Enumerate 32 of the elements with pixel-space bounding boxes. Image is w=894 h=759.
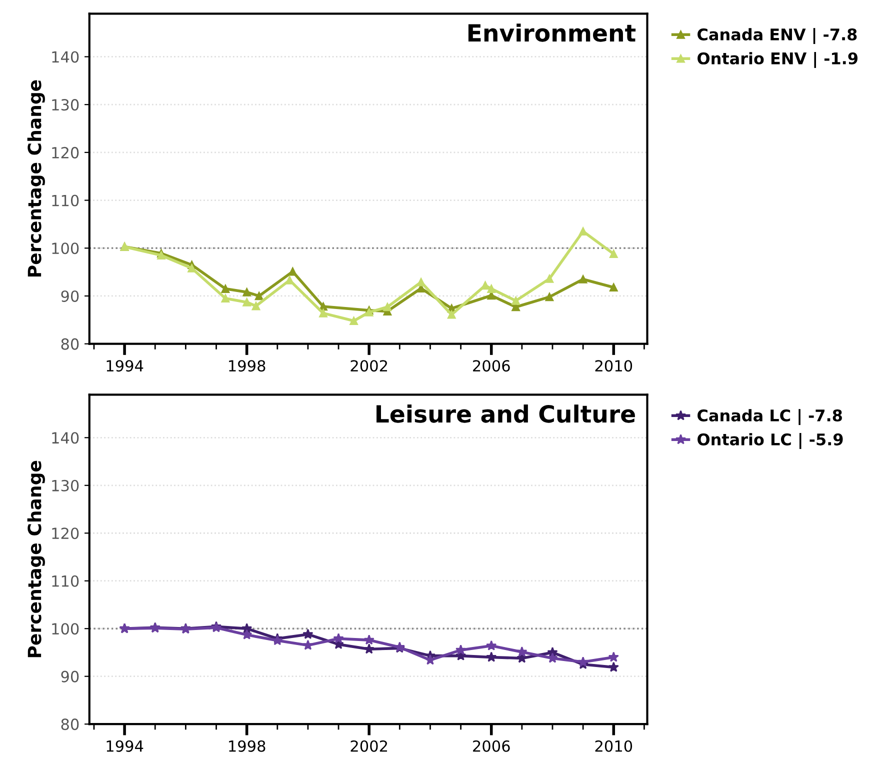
y-tick-label: 140	[52, 432, 79, 444]
x-tick-label: 2010	[595, 740, 632, 752]
x-tick-label: 2002	[350, 740, 387, 752]
x-tick-label: 2006	[473, 360, 510, 372]
y-tick-label: 90	[61, 670, 79, 682]
chart-title: Environment	[468, 24, 636, 42]
legend-label: Canada ENV | -7.8	[698, 28, 857, 44]
y-tick-label: 100	[52, 623, 79, 635]
x-tick-label: 2010	[595, 360, 632, 372]
x-tick-label: 2006	[473, 740, 510, 752]
y-tick-label: 110	[52, 194, 79, 206]
x-tick-label: 1998	[229, 740, 266, 752]
legend-label: Ontario ENV | -1.9	[698, 52, 858, 68]
y-tick-label: 80	[61, 338, 79, 350]
y-tick-label: 130	[52, 480, 79, 492]
x-tick-label: 1994	[106, 740, 144, 752]
y-tick-label: 100	[52, 242, 79, 254]
chart-title: Leisure and Culture	[376, 404, 635, 423]
legend-label: Ontario LC | -5.9	[698, 433, 843, 449]
y-tick-label: 130	[52, 99, 79, 111]
y-tick-label: 110	[52, 575, 79, 587]
y-tick-label: 120	[52, 146, 79, 158]
y-tick-label: 90	[61, 290, 79, 302]
y-tick-label: 140	[52, 51, 79, 63]
y-tick-label: 80	[61, 718, 79, 730]
x-tick-label: 1994	[106, 360, 144, 372]
legend-label: Canada LC | -7.8	[698, 409, 842, 426]
x-tick-label: 1998	[229, 360, 266, 372]
y-tick-label: 120	[52, 528, 79, 540]
y-axis-title: Percentage Change	[27, 460, 45, 658]
x-tick-label: 2002	[350, 360, 387, 372]
y-axis-title: Percentage Change	[27, 80, 45, 276]
